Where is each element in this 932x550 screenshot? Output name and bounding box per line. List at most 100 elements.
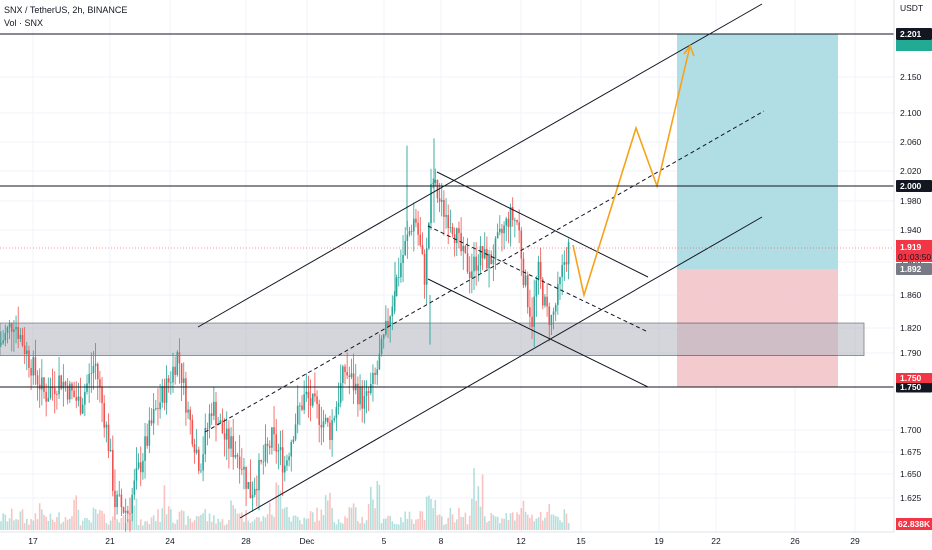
- price-tick-label: 1.650: [900, 469, 922, 479]
- volume-bar: [210, 521, 213, 530]
- candle-body: [316, 396, 318, 405]
- volume-legend[interactable]: Vol · SNX: [4, 18, 44, 28]
- candle-body: [243, 466, 245, 470]
- candle-body: [172, 366, 174, 383]
- volume-bar: [535, 518, 538, 530]
- volume-bar: [477, 486, 480, 530]
- candle-body: [503, 225, 505, 234]
- volume-bar: [559, 520, 561, 530]
- volume-bar: [311, 512, 314, 530]
- volume-bar: [548, 503, 551, 530]
- candle-body: [471, 271, 473, 279]
- candle-body: [281, 447, 284, 473]
- candle-body: [428, 223, 430, 249]
- candle-body: [494, 238, 497, 260]
- candle-body: [73, 390, 75, 398]
- candle-body: [178, 352, 181, 364]
- candle-body: [112, 449, 114, 491]
- volume-bar: [428, 495, 430, 530]
- target-box: [677, 34, 838, 269]
- volume-bar: [105, 523, 108, 530]
- candle-body: [6, 327, 9, 333]
- candle-body: [511, 207, 514, 221]
- volume-bar: [223, 525, 226, 530]
- volume-bar: [410, 519, 413, 530]
- candle-body: [161, 386, 164, 403]
- candle-body: [402, 254, 404, 264]
- trendline-drawings: [197, 3, 765, 519]
- candle-body: [529, 307, 531, 317]
- candle-body: [423, 254, 426, 285]
- candle-body: [146, 436, 148, 446]
- volume-bar: [34, 513, 37, 530]
- candle-body: [167, 378, 170, 383]
- candle-body: [200, 470, 202, 472]
- volume-bar: [167, 506, 170, 530]
- candle-body: [45, 391, 47, 402]
- volume-bar: [120, 517, 123, 530]
- volume-bar: [309, 511, 312, 530]
- time-tick-label: 24: [165, 536, 175, 546]
- volume-bar: [292, 515, 295, 530]
- volume-bar: [51, 519, 54, 530]
- volume-bar: [13, 520, 15, 530]
- candle-body: [438, 198, 441, 202]
- time-tick-label: 22: [711, 536, 721, 546]
- volume-bar: [161, 508, 164, 530]
- volume-bar: [395, 524, 398, 530]
- candle-body: [114, 490, 116, 508]
- currency-label: USDT: [900, 3, 923, 13]
- volume-bar: [273, 516, 275, 530]
- volume-bar: [322, 515, 325, 530]
- volume-bar: [92, 507, 95, 530]
- time-tick-label: 15: [576, 536, 586, 546]
- candle-body: [535, 280, 538, 297]
- volume-bar: [172, 522, 174, 530]
- volume-bar: [133, 505, 136, 530]
- volume-bar: [552, 514, 555, 530]
- candle-body: [92, 365, 95, 374]
- volume-bar: [301, 524, 303, 530]
- volume-bar: [387, 515, 389, 530]
- candle-body: [236, 455, 239, 457]
- candle-body: [520, 230, 523, 259]
- volume-bar: [38, 503, 41, 530]
- channel-upper: [197, 3, 763, 328]
- candle-body: [79, 396, 82, 414]
- candle-body: [378, 353, 381, 370]
- volume-bar: [406, 518, 409, 530]
- volume-bar: [41, 509, 43, 530]
- volume-bar: [277, 484, 280, 530]
- volume-bar: [60, 523, 62, 530]
- volume-bar: [170, 509, 172, 530]
- volume-bar: [249, 522, 252, 530]
- time-axis[interactable]: 17 21 24 28 Dec 5 8 12 15 19 22 26 29: [0, 531, 894, 550]
- candle-body: [518, 222, 520, 231]
- volume-bar: [163, 485, 166, 530]
- volume-bar: [114, 520, 116, 530]
- price-tick-label: 1.980: [900, 196, 922, 206]
- volume-bar: [318, 520, 320, 530]
- candle-body: [174, 366, 176, 375]
- volume-bar: [253, 519, 256, 530]
- volume-bar: [363, 523, 366, 530]
- volume-bar: [187, 515, 189, 530]
- candle-body: [516, 219, 518, 223]
- falling-upper: [436, 171, 649, 278]
- volume-bar: [225, 524, 228, 530]
- symbol-title[interactable]: SNX / TetherUS, 2h, BINANCE: [4, 5, 128, 15]
- volume-bar: [503, 518, 505, 530]
- candle-body: [408, 231, 411, 235]
- candle-body: [314, 393, 316, 397]
- candle-body: [127, 510, 129, 514]
- volume-bar: [99, 509, 101, 530]
- volume-bar: [219, 521, 222, 530]
- volume-bar: [281, 508, 284, 530]
- candle-body: [47, 397, 50, 402]
- candle-body: [215, 401, 217, 426]
- volume-bar: [146, 521, 148, 530]
- price-tick-label: 1.700: [900, 425, 922, 435]
- candle-body: [406, 234, 409, 242]
